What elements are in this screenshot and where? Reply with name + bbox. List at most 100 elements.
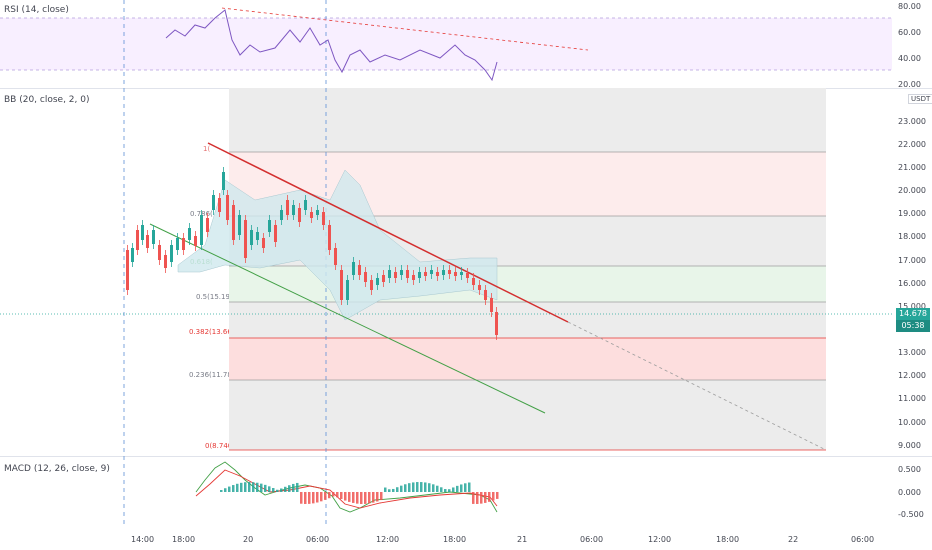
- macd-histogram-bar: [308, 492, 311, 504]
- macd-histogram-bar: [296, 482, 299, 492]
- macd-histogram-bar: [496, 492, 499, 499]
- macd-histogram-bar: [304, 492, 307, 504]
- bb-axis-11: 11.000: [898, 394, 926, 403]
- macd-histogram-bar: [312, 492, 315, 504]
- bb-axis-13: 13.000: [898, 348, 926, 357]
- candle-body: [418, 272, 421, 278]
- bb-axis-12: 12.000: [898, 371, 926, 380]
- fib-band: [229, 266, 826, 302]
- macd-histogram-bar: [372, 492, 375, 503]
- bb-axis-19: 19.000: [898, 209, 926, 218]
- candle-body: [218, 198, 221, 212]
- candle-body: [141, 225, 144, 240]
- bb-axis-15: 15.000: [898, 302, 926, 311]
- candle-body: [340, 270, 343, 300]
- macd-histogram-bar: [408, 483, 411, 492]
- macd-histogram-bar: [364, 492, 367, 504]
- candle-body: [454, 272, 457, 276]
- candle-body: [442, 270, 445, 275]
- candle-body: [484, 290, 487, 300]
- macd-histogram-bar: [316, 492, 319, 503]
- pane-divider-2[interactable]: [0, 456, 932, 457]
- macd-histogram-bar: [240, 482, 243, 492]
- macd-histogram-bar: [252, 482, 255, 492]
- trendline-projection: [567, 321, 827, 451]
- candle-body: [490, 298, 493, 312]
- macd-histogram-bar: [468, 482, 471, 492]
- macd-axis-0: 0.000: [898, 488, 921, 497]
- macd-histogram-bar: [460, 484, 463, 492]
- bb-axis-21: 21.000: [898, 163, 926, 172]
- fib-label-05: 0.5(15.190): [196, 293, 238, 301]
- bb-axis-22: 22.000: [898, 140, 926, 149]
- candle-body: [188, 228, 191, 240]
- macd-histogram-bar: [300, 492, 303, 504]
- candle-body: [126, 250, 129, 290]
- fib-band: [229, 216, 826, 266]
- time-tick: 06:00: [580, 535, 604, 544]
- rsi-axis-80: 80.00: [898, 2, 921, 11]
- macd-histogram-bar: [464, 483, 467, 492]
- candle-body: [400, 270, 403, 275]
- bb-title[interactable]: BB (20, close, 2, 0): [4, 95, 90, 105]
- rsi-axis-60: 60.00: [898, 28, 921, 37]
- fib-band: [229, 338, 826, 380]
- fib-band: [229, 302, 826, 338]
- candle-body: [244, 220, 247, 258]
- rsi-axis-40: 40.00: [898, 54, 921, 63]
- time-tick: 14:00: [131, 535, 155, 544]
- macd-histogram-bar: [368, 492, 371, 504]
- macd-histogram-bar: [348, 492, 351, 502]
- macd-histogram-bar: [380, 492, 383, 501]
- macd-histogram-bar: [228, 486, 231, 492]
- macd-histogram-bar: [440, 487, 443, 492]
- candle-body: [334, 248, 337, 265]
- macd-histogram-bar: [412, 482, 415, 492]
- macd-histogram-bar: [424, 482, 427, 492]
- time-tick: 06:00: [306, 535, 330, 544]
- time-tick: 06:00: [851, 535, 875, 544]
- candle-body: [424, 272, 427, 276]
- macd-histogram-bar: [452, 487, 455, 492]
- macd-histogram-bar: [488, 492, 491, 502]
- pane-divider-1[interactable]: [0, 88, 932, 89]
- candle-body: [131, 248, 134, 262]
- rsi-title[interactable]: RSI (14, close): [4, 5, 69, 15]
- macd-title[interactable]: MACD (12, 26, close, 9): [4, 464, 110, 474]
- candle-body: [170, 245, 173, 262]
- macd-histogram-bar: [436, 485, 439, 492]
- candle-body: [268, 220, 271, 232]
- macd-histogram-bar: [248, 482, 251, 492]
- time-tick: 12:00: [376, 535, 400, 544]
- candle-body: [136, 230, 139, 250]
- macd-histogram-bar: [360, 492, 363, 504]
- macd-line: [195, 461, 498, 513]
- macd-histogram-bar: [236, 483, 239, 492]
- time-tick: 18:00: [172, 535, 196, 544]
- candle-body: [328, 225, 331, 250]
- signal-line: [195, 469, 498, 509]
- macd-histogram-bar: [336, 492, 339, 498]
- macd-histogram-bar: [340, 492, 343, 499]
- candle-body: [460, 272, 463, 275]
- candle-body: [478, 285, 481, 290]
- macd-histogram-bar: [260, 483, 263, 492]
- time-tick: 18:00: [443, 535, 467, 544]
- macd-histogram-bar: [332, 492, 335, 497]
- fib-band: [229, 380, 826, 450]
- macd-histogram-bar: [416, 482, 419, 492]
- candle-body: [212, 195, 215, 210]
- rsi-band: [0, 18, 892, 70]
- candle-body: [394, 272, 397, 278]
- candle-body: [274, 225, 277, 242]
- candle-body: [430, 270, 433, 274]
- candle-body: [280, 210, 283, 220]
- candle-body: [376, 278, 379, 285]
- macd-histogram-bar: [288, 485, 291, 492]
- time-tick: 18:00: [716, 535, 740, 544]
- time-tick: 20: [243, 535, 254, 544]
- candle-body: [176, 238, 179, 250]
- candle-body: [316, 210, 319, 215]
- macd-histogram-bar: [392, 488, 395, 492]
